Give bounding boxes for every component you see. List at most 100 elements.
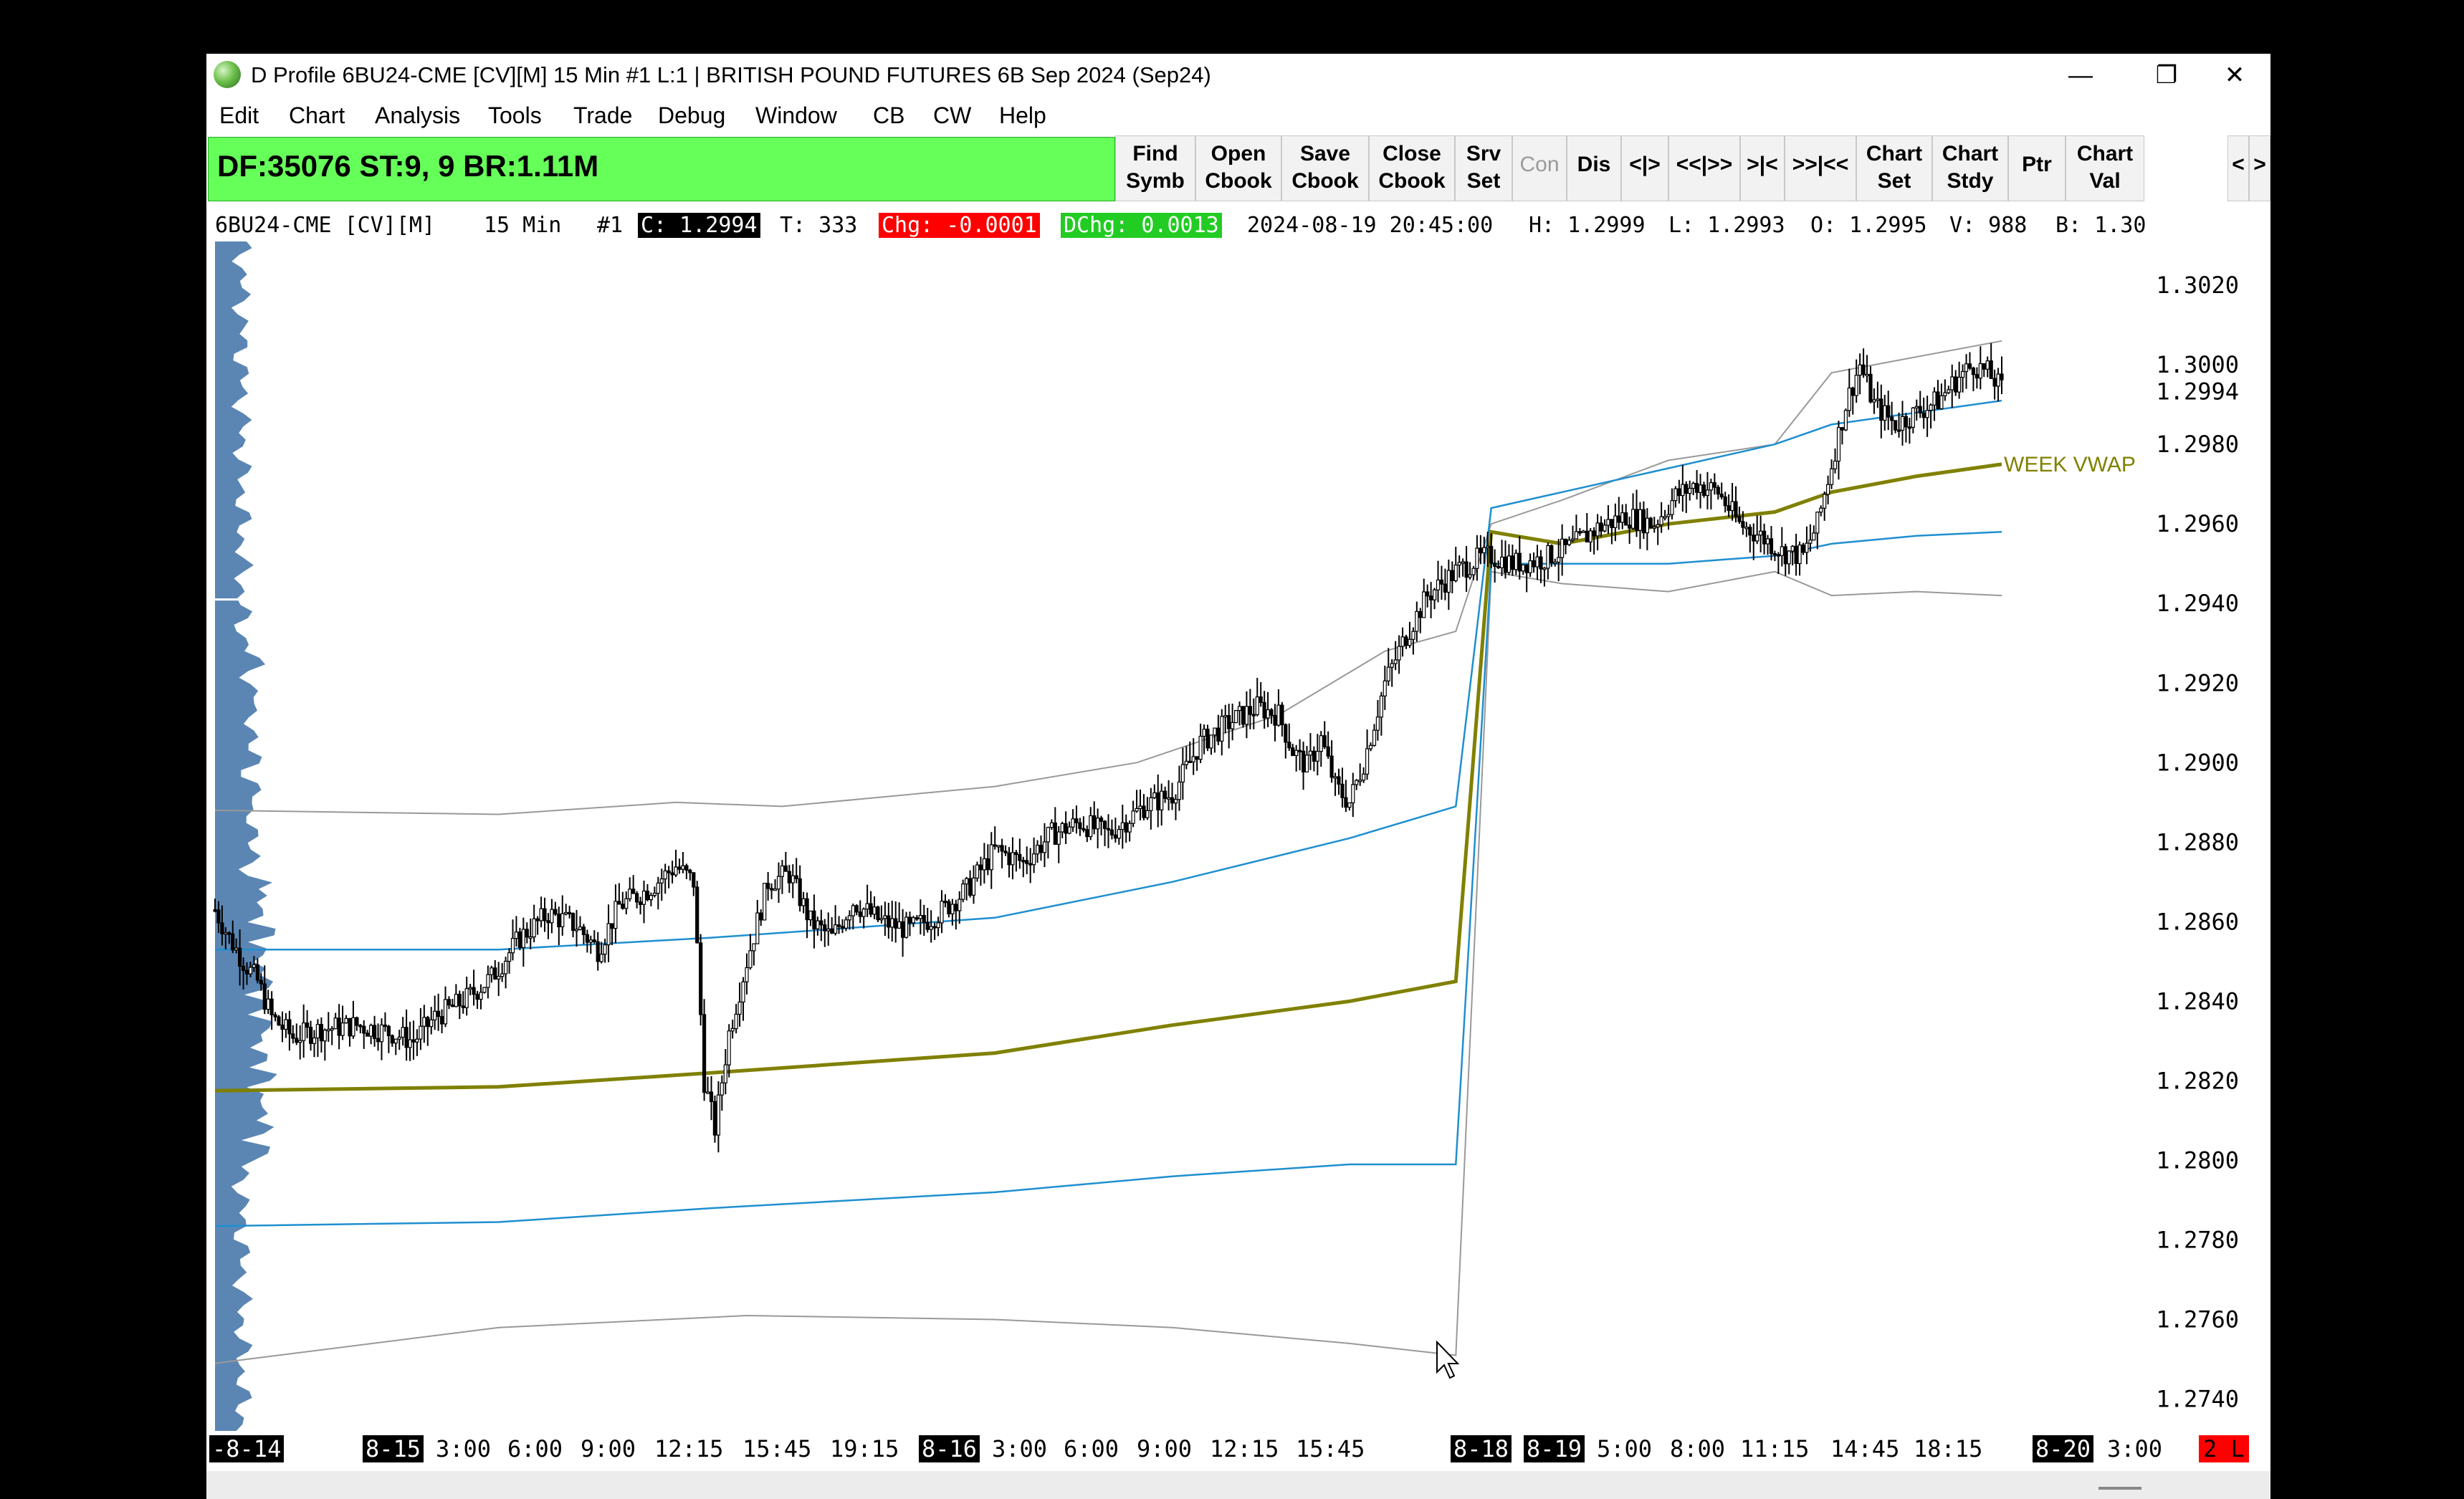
candle-body: [1528, 560, 1532, 573]
pointer-button[interactable]: Ptr: [2008, 135, 2066, 201]
title-bar[interactable]: D Profile 6BU24-CME [CV][M] 15 Min #1 L:…: [206, 54, 2270, 97]
candle-body: [1595, 522, 1600, 537]
menu-cw[interactable]: CW: [933, 102, 972, 128]
candle-body: [277, 1016, 281, 1026]
candle-body: [695, 886, 699, 944]
connect-button[interactable]: Con: [1512, 135, 1567, 201]
menu-debug[interactable]: Debug: [658, 102, 726, 128]
chart-values-button[interactable]: Chart Val: [2066, 135, 2144, 201]
candle-body: [610, 923, 614, 929]
candle-body: [1989, 360, 1993, 379]
candle-body: [323, 1030, 327, 1042]
minimize-button[interactable]: —: [2041, 54, 2120, 97]
candle-body: [723, 1064, 727, 1083]
y-tick-label: 1.2920: [2156, 669, 2239, 696]
chart-settings-button[interactable]: Chart Set: [1856, 135, 1932, 201]
candle-body: [1894, 420, 1898, 431]
candle-body: [1974, 374, 1979, 379]
scroll-center-button[interactable]: <|>: [1621, 135, 1668, 201]
candle-body: [1967, 363, 1972, 369]
candle-body: [872, 906, 877, 915]
y-tick-label: 1.3000: [2156, 351, 2239, 378]
candle-body: [393, 1038, 398, 1044]
candle-body: [291, 1033, 295, 1039]
candle-body: [1489, 545, 1494, 564]
candle-body: [996, 845, 1001, 848]
menu-edit[interactable]: Edit: [219, 102, 259, 128]
candle-body: [1220, 716, 1224, 742]
candle-body: [861, 909, 866, 917]
candle-body: [1096, 818, 1100, 830]
candle-body: [1198, 735, 1203, 760]
candle-body: [1191, 756, 1195, 762]
candle-body: [1648, 517, 1653, 528]
toolbar-scroll-left-button[interactable]: <: [2227, 135, 2249, 201]
server-settings-button[interactable]: Srv Set: [1455, 135, 1512, 201]
candle-body: [1216, 727, 1221, 742]
candle-body: [1932, 391, 1937, 406]
candle-body: [1131, 810, 1135, 824]
candle-body: [918, 914, 922, 919]
candle-body: [936, 922, 940, 929]
candle-body: [464, 988, 469, 1008]
save-chartbook-button[interactable]: Save Cbook: [1281, 135, 1369, 201]
close-chartbook-button[interactable]: Close Cbook: [1369, 135, 1455, 201]
candle-body: [599, 953, 603, 962]
menu-tools[interactable]: Tools: [488, 102, 542, 128]
candle-body: [340, 1022, 345, 1036]
close-button[interactable]: ✕: [2195, 54, 2270, 97]
bottom-scrollbar[interactable]: [206, 1471, 2270, 1499]
candle-body: [326, 1028, 330, 1032]
compress-bars-button[interactable]: >>|<<: [1785, 135, 1856, 201]
candle-body: [1156, 792, 1160, 810]
candle-body: [1180, 764, 1185, 782]
open-chartbook-button[interactable]: Open Cbook: [1195, 135, 1281, 201]
candle-body: [1563, 538, 1568, 545]
candle-body: [2000, 373, 2004, 380]
y-tick-label: 1.2780: [2156, 1227, 2239, 1254]
candle-body: [1549, 545, 1554, 563]
maximize-button[interactable]: ❐: [2127, 54, 2206, 97]
find-symbol-button[interactable]: Find Symb: [1115, 135, 1195, 201]
candle-body: [1124, 822, 1128, 833]
candle-body: [521, 929, 525, 948]
volume-profile: [215, 241, 277, 1431]
candle-body: [734, 1013, 738, 1030]
candle-body: [1677, 488, 1681, 497]
candle-body: [1673, 488, 1678, 502]
candle-body: [1436, 579, 1441, 590]
candle-body: [259, 980, 263, 985]
x-time-label: 12:15: [654, 1435, 724, 1462]
candle-body: [1092, 815, 1097, 830]
candle-body: [1375, 717, 1380, 731]
resize-grip[interactable]: [2098, 1487, 2141, 1490]
menu-help[interactable]: Help: [999, 102, 1046, 128]
contract-button[interactable]: >|<: [1740, 135, 1785, 201]
candle-body: [1823, 494, 1827, 509]
y-tick-label: 1.2840: [2156, 987, 2239, 1015]
menu-window[interactable]: Window: [755, 102, 837, 128]
x-time-label: 9:00: [1137, 1435, 1193, 1462]
menu-chart[interactable]: Chart: [289, 102, 345, 128]
candle-body: [585, 934, 590, 943]
expand-bars-button[interactable]: <<|>>: [1668, 135, 1740, 201]
price-chart[interactable]: 1.3020 1.3000 1.2980 1.2960 1.2940 1.2920 1.29…: [206, 241, 2270, 1431]
toolbar-scroll-right-button[interactable]: >: [2249, 135, 2270, 201]
candle-body: [780, 865, 785, 877]
candle-body: [1025, 860, 1029, 864]
candle-body: [369, 1025, 373, 1037]
candle-body: [213, 909, 217, 912]
candle-body: [840, 926, 845, 929]
disconnect-button[interactable]: Dis: [1567, 135, 1621, 201]
candle-body: [1503, 556, 1508, 573]
candle-body: [1173, 799, 1178, 804]
candle-body: [475, 994, 479, 1000]
candle-body: [993, 844, 997, 847]
candle-body: [1223, 714, 1228, 718]
menu-trade[interactable]: Trade: [573, 102, 633, 128]
menu-analysis[interactable]: Analysis: [375, 102, 461, 128]
chart-studies-button[interactable]: Chart Stdy: [1932, 135, 2008, 201]
candle-body: [557, 914, 561, 928]
menu-cb[interactable]: CB: [873, 102, 905, 128]
x-date-label: 8-16: [919, 1435, 980, 1462]
